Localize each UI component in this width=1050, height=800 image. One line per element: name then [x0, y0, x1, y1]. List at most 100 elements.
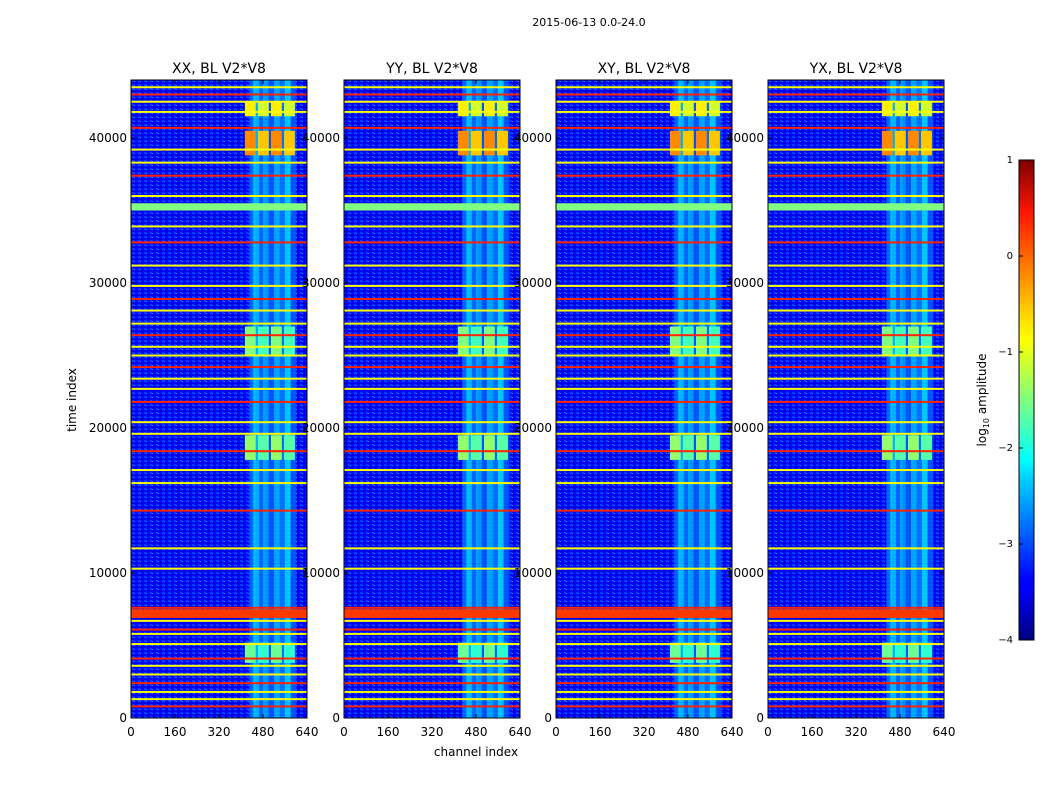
flagged-row: [556, 354, 732, 357]
rfi-channel-band: [253, 80, 260, 718]
y-tick-label: 40000: [726, 131, 764, 145]
flagged-row: [768, 241, 944, 244]
rfi-block: [497, 642, 508, 663]
flagged-row: [768, 606, 944, 609]
flagged-row: [131, 334, 307, 337]
rfi-block: [894, 130, 906, 156]
rfi-channel-band: [678, 80, 685, 718]
flagged-row: [344, 432, 520, 435]
flagged-row: [131, 482, 307, 485]
flagged-row: [768, 643, 944, 646]
flagged-row: [344, 673, 520, 676]
flagged-row: [556, 195, 732, 197]
rfi-channel-band: [683, 80, 690, 718]
flagged-row: [131, 628, 307, 631]
flagged-row: [556, 509, 732, 512]
flagged-row: [344, 100, 520, 103]
flagged-row: [556, 664, 732, 667]
flagged-row: [131, 309, 307, 312]
flagged-row: [344, 509, 520, 512]
y-tick-label: 40000: [302, 131, 340, 145]
flagged-row: [131, 86, 307, 89]
flagged-row: [768, 297, 944, 300]
rfi-block: [483, 642, 495, 663]
x-axis-label: channel index: [434, 745, 518, 759]
x-tick-label: 480: [889, 725, 912, 739]
rfi-block: [709, 101, 720, 117]
flagged-row: [768, 264, 944, 267]
rfi-channel-band: [279, 80, 286, 718]
flagged-row: [556, 366, 732, 369]
rfi-block: [284, 101, 295, 117]
rfi-channel-band: [466, 80, 473, 718]
flagged-row: [556, 93, 732, 96]
rfi-block: [497, 130, 508, 156]
y-axis-label: time index: [65, 368, 79, 432]
flagged-row: [556, 682, 732, 685]
rfi-block: [894, 435, 906, 460]
rfi-block: [669, 326, 681, 356]
colorbar-tick-label: 0: [1007, 251, 1013, 262]
flagged-row: [556, 698, 732, 701]
flagged-row: [131, 297, 307, 300]
rfi-block: [881, 101, 893, 117]
figure-suptitle: 2015-06-13 0.0-24.0: [532, 16, 645, 29]
colorbar-label: log10 amplitude: [975, 354, 991, 447]
rfi-block: [270, 101, 282, 117]
flagged-row: [768, 567, 944, 570]
rfi-channel-band: [927, 80, 934, 718]
flagged-row: [556, 110, 732, 113]
rfi-block: [457, 101, 469, 117]
y-tick-label: 0: [544, 711, 552, 725]
flagged-row: [131, 148, 307, 151]
rfi-block: [682, 130, 694, 156]
flagged-row: [131, 664, 307, 667]
rfi-channel-band: [481, 80, 488, 718]
flagged-row: [344, 241, 520, 244]
rfi-block: [470, 435, 482, 460]
flagged-row: [131, 682, 307, 685]
y-tick-label: 30000: [302, 276, 340, 290]
rfi-block: [695, 101, 707, 117]
colorbar-tick-label: 1: [1007, 155, 1013, 166]
rfi-channel-band: [487, 80, 493, 718]
panels: XX, BL V2*V8 0 160 320 480 640 0 10000 20000 3000…: [89, 61, 956, 739]
flagged-row: [768, 284, 944, 287]
rfi-channel-band: [249, 80, 256, 718]
flagged-row: [344, 161, 520, 164]
flagged-row: [556, 567, 732, 570]
rfi-channel-band: [268, 80, 275, 718]
flagged-row: [131, 705, 307, 708]
flagged-row: [768, 354, 944, 357]
flagged-row: [344, 682, 520, 685]
flagged-row: [556, 705, 732, 708]
flagged-row: [344, 126, 520, 129]
rfi-channel-band: [674, 80, 681, 718]
rfi-block: [483, 101, 495, 117]
rfi-block: [695, 130, 707, 156]
flagged-row: [131, 469, 307, 472]
flagged-row: [556, 322, 732, 325]
x-tick-label: 640: [509, 725, 532, 739]
y-tick-label: 30000: [514, 276, 552, 290]
flagged-row: [131, 387, 307, 390]
flagged-row: [131, 698, 307, 701]
flagged-row: [556, 377, 732, 380]
flagged-row: [556, 469, 732, 472]
flagged-row: [344, 664, 520, 667]
flagged-row: [131, 366, 307, 369]
flagged-row: [768, 421, 944, 424]
colorbar-gradient: [1018, 159, 1035, 641]
y-tick-label: 10000: [726, 566, 764, 580]
flagged-row: [131, 93, 307, 96]
panel-4: YX, BL V2*V8 0 160 320 480 640 0 10000 20000 3000…: [726, 61, 956, 739]
rfi-block: [284, 130, 295, 156]
flagged-row: [131, 174, 307, 177]
colorbar-ticks: 1 0 −1 −2 −3 −4: [998, 155, 1023, 646]
y-tick-label: 0: [119, 711, 127, 725]
flagged-row: [768, 93, 944, 96]
flagged-row: [556, 148, 732, 151]
rfi-block: [497, 435, 508, 460]
rfi-block: [470, 326, 482, 356]
colorbar-tick-label: −3: [998, 539, 1013, 550]
